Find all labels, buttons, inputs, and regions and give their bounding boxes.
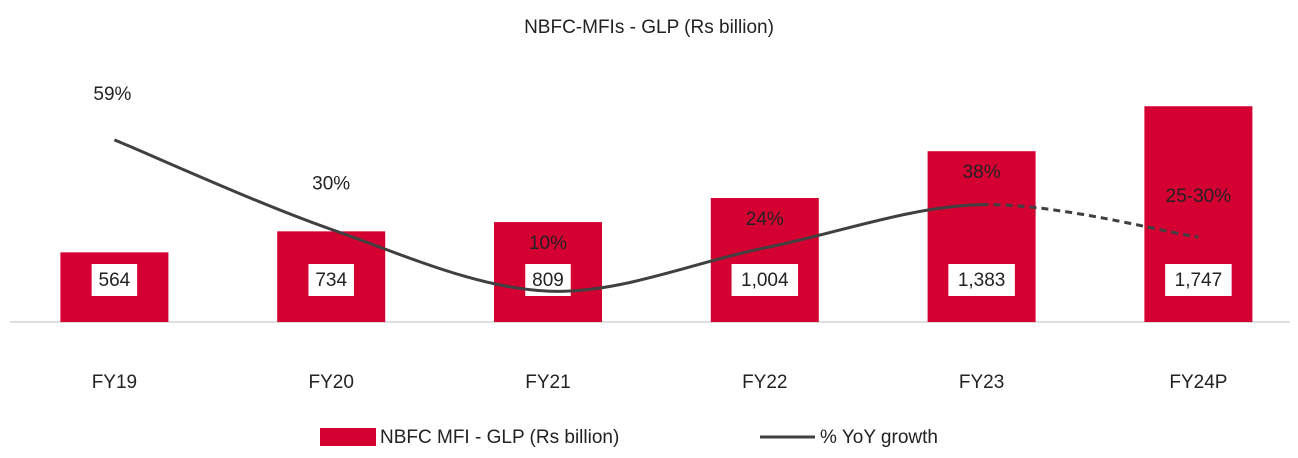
x-tick-label: FY24P: [1169, 372, 1227, 393]
growth-label: 59%: [93, 84, 131, 105]
value-label-box: [91, 264, 138, 296]
bar-value-label: 809: [532, 270, 564, 291]
growth-label: 25-30%: [1166, 186, 1232, 207]
legend-label: % YoY growth: [820, 427, 938, 448]
value-label-box: [308, 264, 354, 296]
bar: [710, 198, 819, 322]
bar-value-label: 734: [315, 270, 347, 291]
bar-value-label: 564: [99, 270, 131, 291]
value-label-box: [1165, 264, 1232, 296]
chart-title: NBFC-MFIs - GLP (Rs billion): [524, 17, 774, 38]
value-label-box: [948, 264, 1015, 296]
x-tick-label: FY20: [308, 372, 353, 393]
growth-line: [113, 138, 982, 293]
growth-label: 38%: [963, 162, 1001, 183]
x-tick-label: FY23: [959, 372, 1004, 393]
legend-swatch: [320, 428, 376, 446]
bar-value-label: 1,004: [741, 270, 789, 291]
growth-label: 24%: [746, 209, 784, 230]
x-tick-label: FY21: [525, 372, 570, 393]
x-tick-label: FY22: [742, 372, 787, 393]
value-label-box: [731, 264, 799, 296]
x-tick-label: FY19: [92, 372, 137, 393]
bar-value-label: 1,383: [958, 270, 1006, 291]
growth-line-projected: [981, 203, 1199, 239]
growth-label: 10%: [529, 233, 567, 254]
bar-value-label: 1,747: [1175, 270, 1223, 291]
growth-label: 30%: [312, 173, 350, 194]
legend-label: NBFC MFI - GLP (Rs billion): [380, 427, 619, 448]
